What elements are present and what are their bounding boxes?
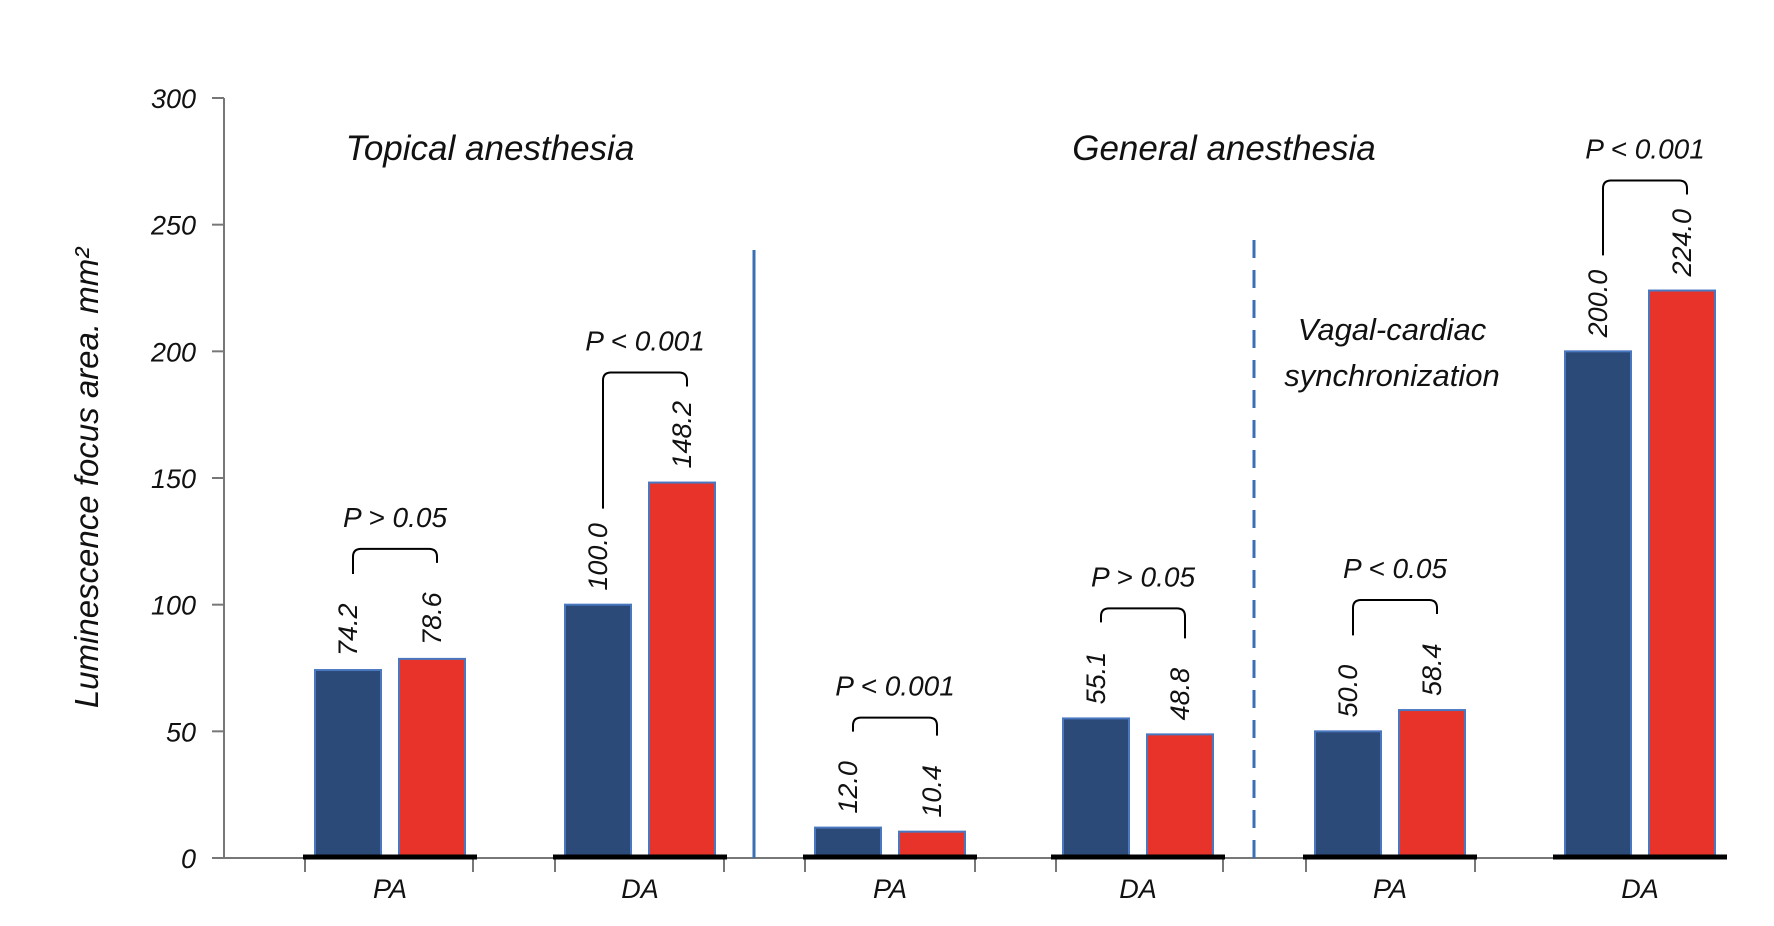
- p-value-label: P > 0.05: [343, 502, 447, 533]
- bar-2-b: [648, 481, 716, 859]
- value-label: 10.4: [917, 765, 947, 818]
- significance-bracket: [1100, 607, 1186, 639]
- value-label: 58.4: [1417, 643, 1447, 696]
- y-tick-label: 150: [151, 464, 196, 494]
- p-value-label: P < 0.001: [585, 326, 705, 357]
- sub-label-line-2: synchronization: [1284, 358, 1499, 393]
- y-tick-label: 0: [181, 844, 196, 874]
- value-label: 200.0: [1583, 270, 1613, 339]
- p-value-label: P > 0.05: [1091, 561, 1195, 592]
- value-label: 55.1: [1081, 652, 1111, 705]
- bar-4-a: [1062, 717, 1130, 859]
- significance-bracket: [602, 371, 688, 509]
- bar-1-b: [398, 657, 466, 859]
- y-tick-label: 50: [166, 717, 196, 747]
- bar-5-a: [1314, 730, 1382, 859]
- bar-6-a: [1564, 350, 1632, 859]
- value-label: 148.2: [667, 401, 697, 469]
- category-label: DA: [621, 874, 659, 904]
- bars: [303, 289, 1727, 860]
- section-dividers: [752, 240, 1256, 858]
- group-label-general: General anesthesia: [1072, 129, 1376, 168]
- y-tick-label: 250: [150, 211, 196, 241]
- category-label: PA: [873, 874, 907, 904]
- significance-bracket: [852, 716, 938, 736]
- value-label: 74.2: [333, 603, 363, 656]
- significance-bracket: [352, 547, 438, 575]
- significance-bracket: [1352, 599, 1438, 636]
- y-tick-label: 100: [151, 591, 196, 621]
- bar-2-a: [564, 603, 632, 860]
- value-label: 48.8: [1165, 668, 1195, 721]
- bar-3-a: [814, 826, 882, 859]
- sub-label-line-1: Vagal-cardiac: [1298, 312, 1487, 347]
- y-tick-label: 200: [150, 337, 196, 367]
- bar-3-b: [898, 830, 966, 859]
- category-label: PA: [373, 874, 407, 904]
- value-label: 224.0: [1667, 209, 1697, 278]
- bar-6-b: [1648, 289, 1716, 859]
- value-label: 78.6: [417, 591, 447, 645]
- bar-5-b: [1398, 709, 1466, 860]
- value-label: 50.0: [1333, 665, 1363, 718]
- group-label-topical: Topical anesthesia: [346, 129, 635, 168]
- y-axis-title: Luminescence focus area. mm²: [68, 247, 105, 708]
- category-label: DA: [1621, 874, 1659, 904]
- y-tick-label: 300: [151, 84, 196, 114]
- p-value-label: P < 0.001: [835, 671, 955, 702]
- p-value-label: P < 0.001: [1585, 134, 1705, 165]
- axes: 0 50 100 150 200 250 300 Luminescence focus are…: [68, 84, 1712, 874]
- value-label: 12.0: [833, 761, 863, 814]
- value-label: 100.0: [583, 523, 613, 591]
- labels: 74.2 78.6 P > 0.05 PA 100.0 148.2 P < 0.001 DA 1…: [333, 129, 1705, 904]
- significance-bracket: [1602, 179, 1688, 256]
- bar-4-b: [1146, 733, 1214, 860]
- p-value-label: P < 0.05: [1343, 553, 1447, 584]
- category-label: PA: [1373, 874, 1407, 904]
- category-label: DA: [1119, 874, 1157, 904]
- bar-1-a: [314, 669, 382, 859]
